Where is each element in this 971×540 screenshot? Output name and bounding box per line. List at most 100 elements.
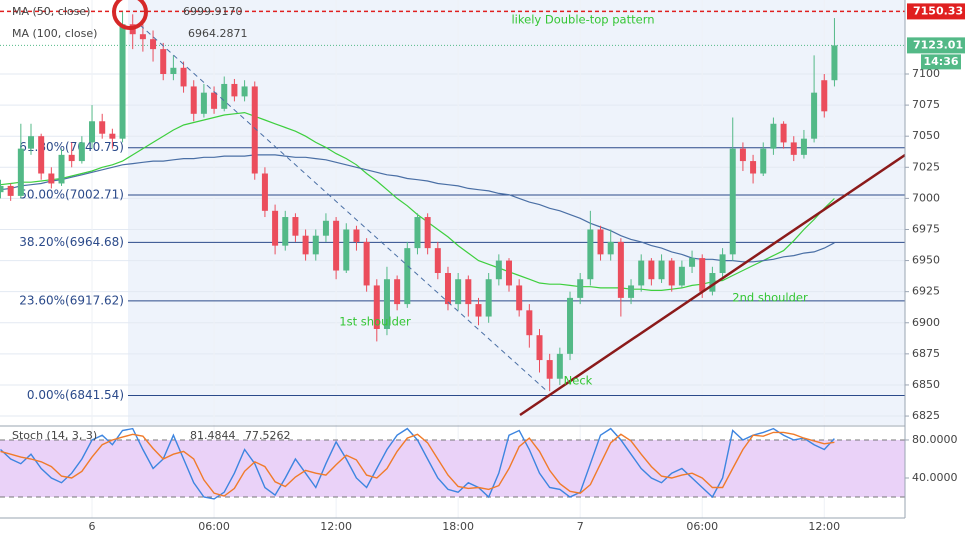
candle-body	[394, 279, 401, 305]
x-tick-label: 12:00	[320, 520, 352, 533]
candle-body	[302, 235, 309, 255]
candle-body	[383, 279, 390, 329]
candle-body	[678, 266, 685, 286]
candle-body	[709, 273, 716, 292]
candle-body	[322, 220, 329, 236]
candle-body	[811, 92, 818, 139]
candle-body	[800, 138, 807, 155]
candle-body	[821, 80, 828, 112]
candle-body	[353, 229, 360, 242]
candle-body	[312, 235, 319, 255]
candle-body	[7, 185, 14, 196]
candle-body	[89, 121, 96, 143]
candle-body	[444, 273, 451, 305]
candle-body	[48, 173, 55, 184]
candle-body	[780, 123, 787, 143]
y-tick-label: 6925	[912, 285, 940, 298]
candle-body	[404, 248, 411, 305]
candle-body	[17, 148, 24, 196]
candle-body	[139, 34, 146, 40]
trend-dashed	[139, 24, 549, 393]
stoch-line	[0, 431, 835, 497]
countdown-label: 14:36	[923, 55, 958, 68]
fib-label: 38.20%(6964.68)	[19, 235, 124, 249]
candle-body	[109, 133, 116, 139]
candle-body	[38, 136, 45, 174]
candle-body	[343, 229, 350, 271]
candle-body	[638, 260, 645, 286]
candle-body	[546, 360, 553, 379]
candle-body	[241, 86, 248, 97]
x-tick-label: 18:00	[442, 520, 474, 533]
y-tick-label: 6850	[912, 378, 940, 391]
candle-body	[0, 185, 4, 193]
candle-body	[577, 279, 584, 298]
y-tick-label: 6950	[912, 254, 940, 267]
candle-body	[485, 279, 492, 317]
candle-body	[363, 241, 370, 286]
candle-body	[719, 254, 726, 274]
candle-body	[506, 260, 512, 286]
candle-body	[617, 241, 624, 298]
y-tick-label: 7100	[912, 67, 940, 80]
candle-body	[668, 260, 675, 286]
countdown-tag	[921, 54, 961, 70]
candle-body	[516, 285, 523, 311]
candle-body	[99, 121, 106, 134]
stoch-line	[0, 427, 835, 500]
stoch-k-value: 81.4844	[190, 429, 236, 442]
legend-label: MA (100, close)	[12, 27, 97, 40]
x-tick-label: 06:00	[198, 520, 230, 533]
candle-body	[261, 173, 268, 211]
candle-body	[831, 45, 838, 81]
candle-body	[689, 258, 696, 267]
candle-body	[750, 161, 757, 174]
stoch-band	[0, 439, 905, 497]
candle-body	[78, 142, 85, 162]
y-tick-label: 40.0000	[912, 471, 958, 484]
candle-body	[760, 148, 767, 174]
candle-body	[200, 92, 207, 114]
range-shade	[128, 0, 905, 425]
stoch-title: Stoch (14, 3, 3)	[12, 429, 97, 442]
candle-body	[180, 67, 187, 87]
price-tag-label: 7150.33	[913, 4, 963, 17]
y-tick-label: 7000	[912, 191, 940, 204]
fib-label: 50.00%(7002.71)	[19, 188, 124, 202]
candle-body	[211, 92, 218, 109]
price-tag	[907, 37, 965, 54]
candle-body	[597, 229, 604, 255]
annotation: Neck	[564, 374, 593, 388]
candle-body	[28, 136, 35, 149]
legend-value: 6999.9170	[183, 5, 243, 18]
candle-body	[424, 217, 431, 249]
annotation: 2nd shoulder	[732, 291, 808, 305]
candle-body	[414, 217, 421, 249]
x-tick-label: 7	[577, 520, 584, 533]
candle-body	[190, 86, 197, 114]
candle-body	[119, 24, 126, 139]
candle-body	[536, 335, 543, 361]
candle-body	[790, 142, 797, 155]
candle-body	[729, 148, 736, 255]
stoch-d-value: 77.5262	[245, 429, 291, 442]
candle-body	[434, 248, 441, 274]
y-tick-label: 6875	[912, 347, 940, 360]
candle-body	[231, 83, 238, 97]
candle-body	[658, 260, 665, 280]
candle-body	[648, 260, 655, 280]
candle-body	[567, 297, 574, 354]
y-tick-label: 6900	[912, 316, 940, 329]
candle-body	[607, 241, 614, 255]
x-tick-label: 6	[89, 520, 96, 533]
candle-body	[587, 229, 594, 280]
legend-label: MA (50, close)	[12, 5, 90, 18]
candle-body	[770, 123, 777, 149]
candle-body	[739, 148, 746, 162]
x-tick-label: 12:00	[808, 520, 840, 533]
y-tick-label: 6975	[912, 222, 940, 235]
candle-body	[526, 310, 533, 336]
candle-body	[455, 279, 462, 305]
candle-body	[282, 217, 289, 246]
candle-body	[699, 258, 706, 292]
